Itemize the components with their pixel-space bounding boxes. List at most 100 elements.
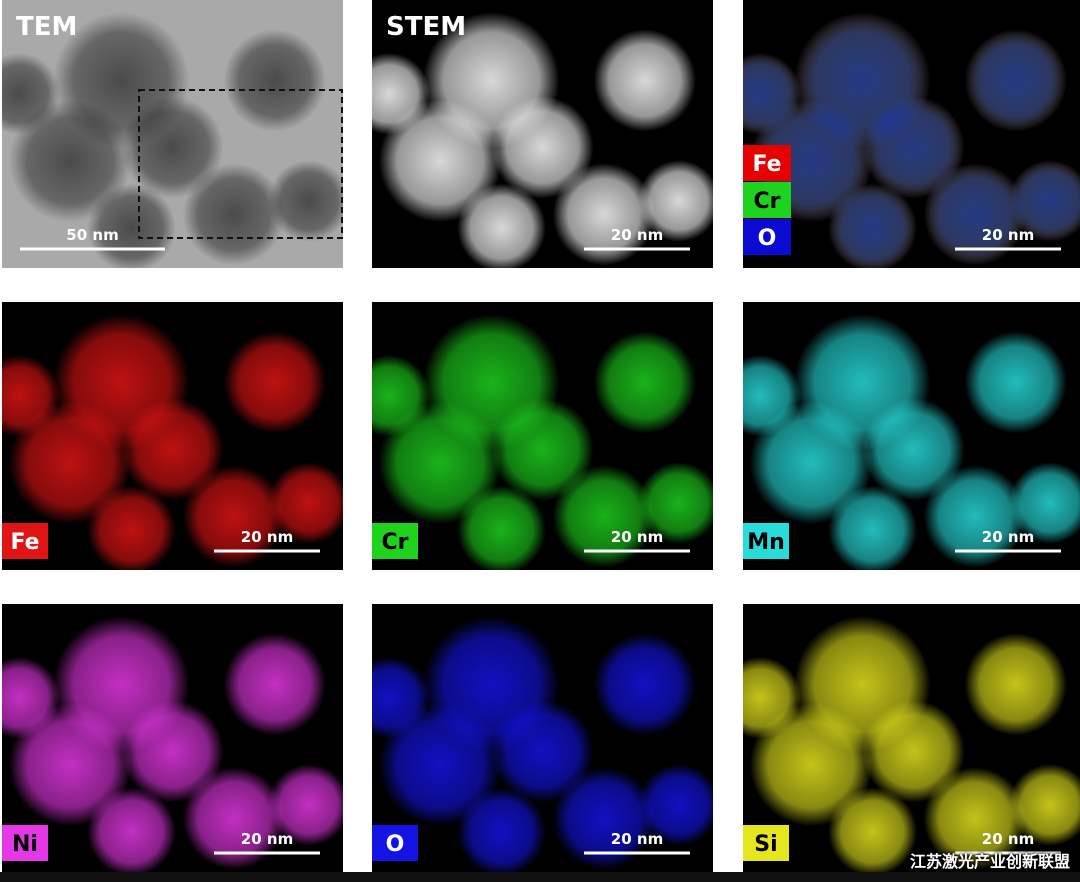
scale-bar-label: 20 nm	[611, 528, 663, 546]
particle	[1008, 462, 1080, 544]
particle	[923, 163, 1027, 266]
roi-box	[138, 89, 343, 239]
particle	[378, 703, 502, 827]
particle	[862, 96, 965, 199]
panel-label: Ni	[12, 832, 38, 857]
micrograph-panel: TEM 50 nm	[2, 0, 343, 268]
particle	[743, 656, 801, 739]
panel-label: TEM	[16, 12, 77, 42]
particle	[372, 354, 430, 437]
legend-box	[743, 145, 791, 181]
particle	[372, 52, 430, 135]
particle	[267, 462, 343, 544]
particle	[491, 700, 594, 803]
particle	[964, 633, 1067, 736]
panel-label: O	[386, 832, 405, 857]
scale-bar-label: 20 nm	[982, 528, 1034, 546]
micrograph-panel: Si 20 nm	[743, 604, 1080, 872]
particle	[749, 703, 873, 827]
particle	[2, 656, 60, 739]
panel-image: STEM 20 nm	[372, 0, 713, 268]
watermark: 江苏激光产业创新联盟	[909, 852, 1070, 871]
particle	[637, 764, 713, 846]
panel-image: Si 20 nm	[743, 604, 1080, 872]
particle	[491, 398, 594, 501]
particle	[2, 354, 60, 437]
particle	[552, 767, 656, 870]
scale-bar-label: 20 nm	[982, 830, 1034, 848]
label-box	[372, 825, 418, 861]
particle	[378, 99, 502, 223]
particle	[552, 163, 656, 266]
micrograph-panel: Fe 20 nm	[2, 302, 343, 570]
legend-label: Cr	[754, 189, 781, 214]
particle	[964, 331, 1067, 434]
particle	[87, 485, 176, 570]
particle	[862, 398, 965, 501]
particle	[964, 29, 1067, 132]
particle	[743, 52, 801, 135]
particle	[637, 160, 713, 242]
particle	[223, 29, 326, 132]
particle	[182, 465, 286, 568]
particle	[378, 401, 502, 525]
panel-label: Fe	[10, 530, 39, 555]
panel-label: Mn	[747, 530, 785, 555]
particle	[923, 465, 1027, 568]
particle	[593, 331, 696, 434]
particle	[8, 99, 132, 223]
particle	[552, 465, 656, 568]
panel-image: TEM 50 nm	[2, 0, 343, 268]
particle	[87, 183, 176, 268]
particle	[223, 331, 326, 434]
particle	[267, 764, 343, 846]
panel-image: Fe Cr O 20 nm	[743, 0, 1080, 268]
particle	[457, 183, 546, 268]
particle	[182, 163, 286, 266]
particle	[637, 462, 713, 544]
scale-bar-label: 20 nm	[241, 830, 293, 848]
label-box	[743, 523, 789, 559]
particle	[267, 160, 343, 242]
particle	[749, 401, 873, 525]
particle	[457, 485, 546, 570]
particle	[121, 96, 224, 199]
label-box	[372, 523, 418, 559]
particle	[828, 485, 917, 570]
legend-box	[743, 219, 791, 255]
legend-label: O	[758, 226, 777, 251]
particle	[2, 52, 60, 135]
particle	[457, 787, 546, 872]
particle	[862, 700, 965, 803]
panel-label: STEM	[386, 12, 466, 42]
panel-image: Fe 20 nm	[2, 302, 343, 570]
bottom-strip	[0, 872, 1080, 882]
particle	[121, 398, 224, 501]
scale-bar-label: 50 nm	[66, 226, 118, 244]
particle	[828, 183, 917, 268]
label-box	[2, 825, 48, 861]
panel-image: O 20 nm	[372, 604, 713, 872]
particle	[223, 633, 326, 736]
particle	[923, 767, 1027, 870]
particle	[1008, 160, 1080, 242]
particle	[743, 354, 801, 437]
particle	[8, 401, 132, 525]
particle	[372, 656, 430, 739]
label-box	[743, 825, 789, 861]
scale-bar-label: 20 nm	[982, 226, 1034, 244]
micrograph-panel: STEM 20 nm	[372, 0, 713, 268]
particle	[593, 29, 696, 132]
scale-bar-label: 20 nm	[611, 226, 663, 244]
panel-image: Mn 20 nm	[743, 302, 1080, 570]
particle	[182, 767, 286, 870]
panel-image: Ni 20 nm	[2, 604, 343, 872]
scale-bar-label: 20 nm	[241, 528, 293, 546]
legend-box	[743, 182, 791, 218]
micrograph-panel: Cr 20 nm	[372, 302, 713, 570]
panel-label: Cr	[382, 530, 409, 555]
particle	[121, 700, 224, 803]
legend-label: Fe	[752, 152, 781, 177]
particle	[828, 787, 917, 872]
